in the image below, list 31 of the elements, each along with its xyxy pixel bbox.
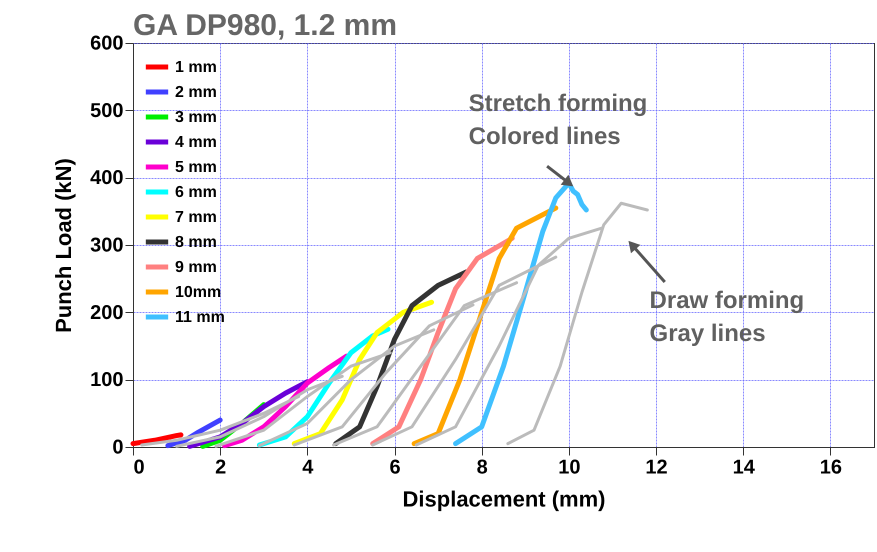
y-axis-title: Punch Load (kN) — [51, 158, 76, 333]
legend-label: 10mm — [175, 284, 222, 301]
x-tick-label: 12 — [645, 456, 668, 478]
x-tick-label: 10 — [558, 456, 581, 478]
y-tick-label: 300 — [90, 234, 124, 256]
y-tick-label: 200 — [90, 302, 124, 324]
x-tick-label: 16 — [820, 456, 842, 478]
legend-label: 4 mm — [175, 134, 217, 151]
x-tick-label: 0 — [134, 456, 145, 478]
x-tick-label: 14 — [732, 456, 756, 478]
y-tick-label: 600 — [90, 32, 124, 54]
annotation: Draw forming Gray lines — [650, 286, 804, 347]
y-tick-label: 0 — [112, 436, 124, 458]
y-tick-label: 500 — [90, 100, 124, 122]
legend-label: 2 mm — [175, 84, 217, 101]
chart-title: GA DP980, 1.2 mm — [133, 9, 398, 42]
legend-label: 1 mm — [175, 59, 217, 76]
y-tick-label: 100 — [90, 369, 124, 392]
legend-label: 7 mm — [175, 209, 217, 226]
legend-label: 8 mm — [175, 234, 217, 251]
x-tick-label: 6 — [389, 456, 401, 478]
legend-label: 6 mm — [175, 184, 217, 201]
x-tick-label: 2 — [215, 456, 226, 478]
legend-label: 3 mm — [175, 109, 217, 126]
x-tick-label: 8 — [476, 456, 488, 478]
legend-label: 11 mm — [175, 309, 225, 326]
legend-label: 5 mm — [175, 159, 217, 176]
legend-label: 9 mm — [175, 259, 217, 276]
y-tick-label: 400 — [90, 167, 124, 190]
x-axis-title: Displacement (mm) — [402, 486, 606, 512]
x-tick-label: 4 — [302, 456, 314, 478]
